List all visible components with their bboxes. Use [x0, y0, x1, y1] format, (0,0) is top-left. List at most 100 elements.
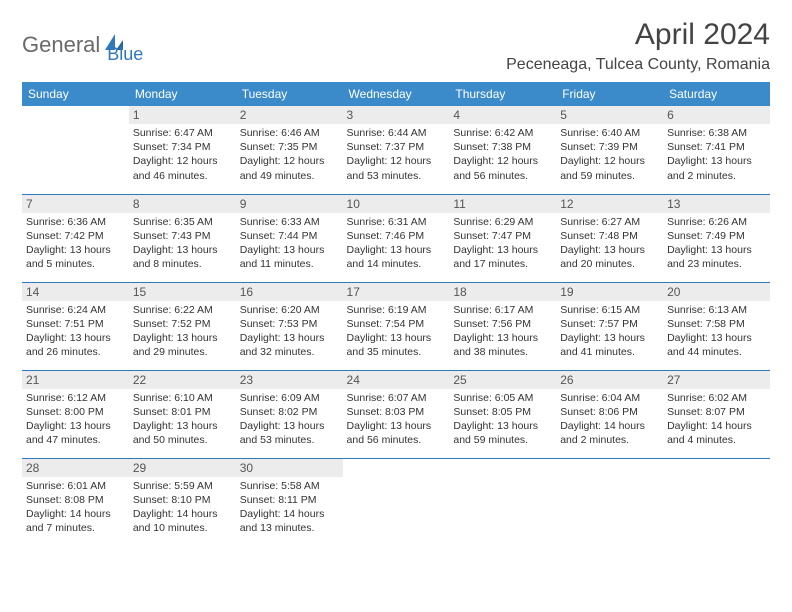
sunset-text: Sunset: 8:11 PM [240, 493, 339, 507]
sunrise-text: Sunrise: 6:42 AM [453, 126, 552, 140]
day-number: 2 [236, 106, 343, 124]
sunrise-text: Sunrise: 6:13 AM [667, 303, 766, 317]
sunset-text: Sunset: 8:08 PM [26, 493, 125, 507]
calendar-day-cell: 21Sunrise: 6:12 AMSunset: 8:00 PMDayligh… [22, 370, 129, 458]
day-details: Sunrise: 6:09 AMSunset: 8:02 PMDaylight:… [240, 391, 339, 448]
sunrise-text: Sunrise: 6:10 AM [133, 391, 232, 405]
sunrise-text: Sunrise: 6:02 AM [667, 391, 766, 405]
sunset-text: Sunset: 8:06 PM [560, 405, 659, 419]
daylight-text: Daylight: 13 hours and 5 minutes. [26, 243, 125, 271]
sunset-text: Sunset: 7:56 PM [453, 317, 552, 331]
daylight-text: Daylight: 12 hours and 59 minutes. [560, 154, 659, 182]
daylight-text: Daylight: 13 hours and 23 minutes. [667, 243, 766, 271]
day-number: 7 [22, 195, 129, 213]
day-details: Sunrise: 6:27 AMSunset: 7:48 PMDaylight:… [560, 215, 659, 272]
daylight-text: Daylight: 13 hours and 59 minutes. [453, 419, 552, 447]
calendar-day-cell: 14Sunrise: 6:24 AMSunset: 7:51 PMDayligh… [22, 282, 129, 370]
sunset-text: Sunset: 7:52 PM [133, 317, 232, 331]
day-details: Sunrise: 6:04 AMSunset: 8:06 PMDaylight:… [560, 391, 659, 448]
day-details: Sunrise: 6:44 AMSunset: 7:37 PMDaylight:… [347, 126, 446, 183]
day-details: Sunrise: 5:59 AMSunset: 8:10 PMDaylight:… [133, 479, 232, 536]
sunset-text: Sunset: 7:37 PM [347, 140, 446, 154]
day-number: 29 [129, 459, 236, 477]
day-number: 28 [22, 459, 129, 477]
sunrise-text: Sunrise: 6:38 AM [667, 126, 766, 140]
calendar-day-cell: 1Sunrise: 6:47 AMSunset: 7:34 PMDaylight… [129, 106, 236, 194]
day-number: 22 [129, 371, 236, 389]
sunrise-text: Sunrise: 6:17 AM [453, 303, 552, 317]
calendar-day-cell: 7 Sunrise: 6:36 AMSunset: 7:42 PMDaylight… [22, 194, 129, 282]
sunset-text: Sunset: 7:58 PM [667, 317, 766, 331]
day-details: Sunrise: 6:40 AMSunset: 7:39 PMDaylight:… [560, 126, 659, 183]
daylight-text: Daylight: 14 hours and 7 minutes. [26, 507, 125, 535]
day-details: Sunrise: 6:02 AMSunset: 8:07 PMDaylight:… [667, 391, 766, 448]
calendar-week-row: 28 Sunrise: 6:01 AMSunset: 8:08 PMDayligh… [22, 458, 770, 546]
sunset-text: Sunset: 7:54 PM [347, 317, 446, 331]
calendar-day-cell: 28 Sunrise: 6:01 AMSunset: 8:08 PMDayligh… [22, 458, 129, 546]
calendar-week-row: 21Sunrise: 6:12 AMSunset: 8:00 PMDayligh… [22, 370, 770, 458]
calendar-day-cell: 15Sunrise: 6:22 AMSunset: 7:52 PMDayligh… [129, 282, 236, 370]
title-block: April 2024 Peceneaga, Tulcea County, Rom… [506, 18, 770, 74]
day-number: 15 [129, 283, 236, 301]
daylight-text: Daylight: 12 hours and 46 minutes. [133, 154, 232, 182]
day-number: 3 [343, 106, 450, 124]
location-text: Peceneaga, Tulcea County, Romania [506, 56, 770, 74]
sunrise-text: Sunrise: 6:01 AM [26, 479, 125, 493]
day-details: Sunrise: 6:36 AMSunset: 7:42 PMDaylight:… [26, 215, 125, 272]
calendar-day-cell [22, 106, 129, 194]
day-number: 4 [449, 106, 556, 124]
sunrise-text: Sunrise: 6:26 AM [667, 215, 766, 229]
daylight-text: Daylight: 13 hours and 17 minutes. [453, 243, 552, 271]
daylight-text: Daylight: 12 hours and 53 minutes. [347, 154, 446, 182]
day-details: Sunrise: 6:15 AMSunset: 7:57 PMDaylight:… [560, 303, 659, 360]
sunrise-text: Sunrise: 5:59 AM [133, 479, 232, 493]
day-details: Sunrise: 6:42 AMSunset: 7:38 PMDaylight:… [453, 126, 552, 183]
day-details: Sunrise: 6:29 AMSunset: 7:47 PMDaylight:… [453, 215, 552, 272]
day-number: 16 [236, 283, 343, 301]
calendar-day-cell: 17Sunrise: 6:19 AMSunset: 7:54 PMDayligh… [343, 282, 450, 370]
calendar-day-cell: 8Sunrise: 6:35 AMSunset: 7:43 PMDaylight… [129, 194, 236, 282]
sunrise-text: Sunrise: 6:40 AM [560, 126, 659, 140]
day-number: 18 [449, 283, 556, 301]
day-number: 20 [663, 283, 770, 301]
daylight-text: Daylight: 13 hours and 26 minutes. [26, 331, 125, 359]
day-number: 8 [129, 195, 236, 213]
day-number: 12 [556, 195, 663, 213]
daylight-text: Daylight: 13 hours and 32 minutes. [240, 331, 339, 359]
sunrise-text: Sunrise: 6:35 AM [133, 215, 232, 229]
sunset-text: Sunset: 7:35 PM [240, 140, 339, 154]
daylight-text: Daylight: 13 hours and 56 minutes. [347, 419, 446, 447]
day-details: Sunrise: 6:20 AMSunset: 7:53 PMDaylight:… [240, 303, 339, 360]
day-number: 13 [663, 195, 770, 213]
calendar-table: SundayMondayTuesdayWednesdayThursdayFrid… [22, 82, 770, 546]
daylight-text: Daylight: 13 hours and 11 minutes. [240, 243, 339, 271]
calendar-header-row: SundayMondayTuesdayWednesdayThursdayFrid… [22, 82, 770, 106]
sunrise-text: Sunrise: 6:15 AM [560, 303, 659, 317]
sunrise-text: Sunrise: 6:29 AM [453, 215, 552, 229]
calendar-day-cell: 19 Sunrise: 6:15 AMSunset: 7:57 PMDayligh… [556, 282, 663, 370]
daylight-text: Daylight: 13 hours and 14 minutes. [347, 243, 446, 271]
calendar-day-cell: 27Sunrise: 6:02 AMSunset: 8:07 PMDayligh… [663, 370, 770, 458]
sunset-text: Sunset: 7:39 PM [560, 140, 659, 154]
weekday-header: Monday [129, 82, 236, 106]
calendar-day-cell: 26Sunrise: 6:04 AMSunset: 8:06 PMDayligh… [556, 370, 663, 458]
day-details: Sunrise: 6:10 AMSunset: 8:01 PMDaylight:… [133, 391, 232, 448]
daylight-text: Daylight: 13 hours and 2 minutes. [667, 154, 766, 182]
sunrise-text: Sunrise: 6:24 AM [26, 303, 125, 317]
calendar-week-row: 1Sunrise: 6:47 AMSunset: 7:34 PMDaylight… [22, 106, 770, 194]
logo: General Blue [22, 24, 143, 65]
sunset-text: Sunset: 8:10 PM [133, 493, 232, 507]
sunset-text: Sunset: 7:43 PM [133, 229, 232, 243]
sunrise-text: Sunrise: 6:19 AM [347, 303, 446, 317]
calendar-day-cell: 6Sunrise: 6:38 AMSunset: 7:41 PMDaylight… [663, 106, 770, 194]
day-details: Sunrise: 6:19 AMSunset: 7:54 PMDaylight:… [347, 303, 446, 360]
calendar-day-cell [449, 458, 556, 546]
day-number: 5 [556, 106, 663, 124]
sunrise-text: Sunrise: 6:27 AM [560, 215, 659, 229]
calendar-day-cell: 11Sunrise: 6:29 AMSunset: 7:47 PMDayligh… [449, 194, 556, 282]
day-number: 19 [556, 283, 663, 301]
daylight-text: Daylight: 13 hours and 53 minutes. [240, 419, 339, 447]
sunrise-text: Sunrise: 6:44 AM [347, 126, 446, 140]
sunrise-text: Sunrise: 6:07 AM [347, 391, 446, 405]
day-details: Sunrise: 6:17 AMSunset: 7:56 PMDaylight:… [453, 303, 552, 360]
